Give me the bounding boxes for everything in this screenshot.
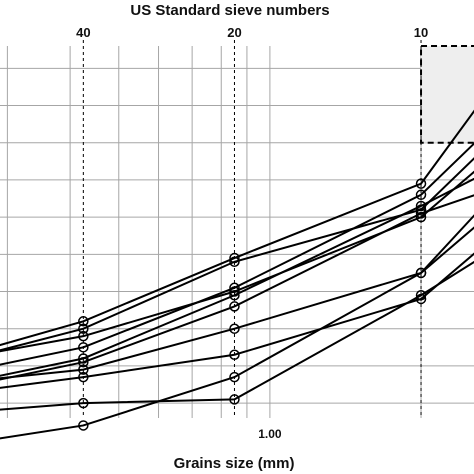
series-line bbox=[0, 157, 474, 352]
data-series bbox=[0, 142, 474, 366]
data-point bbox=[415, 267, 427, 279]
data-point bbox=[415, 200, 427, 212]
x-axis-title: Grains size (mm) bbox=[174, 455, 295, 472]
series-line bbox=[0, 260, 474, 411]
series-line bbox=[0, 226, 474, 380]
data-point bbox=[415, 189, 427, 201]
grid-lines bbox=[0, 46, 474, 418]
series-line bbox=[0, 252, 474, 389]
data-point bbox=[415, 178, 427, 189]
data-point bbox=[78, 316, 89, 327]
data-point bbox=[229, 323, 240, 334]
data-series bbox=[0, 109, 474, 347]
series-line bbox=[0, 177, 474, 377]
data-series bbox=[0, 226, 474, 380]
x-tick-labels: 1.00 bbox=[258, 427, 282, 441]
sieve-number-label: 20 bbox=[227, 25, 241, 40]
series-line bbox=[0, 109, 474, 347]
data-series bbox=[0, 194, 474, 381]
data-point bbox=[229, 289, 240, 301]
data-point bbox=[229, 394, 240, 405]
top-axis-title: US Standard sieve numbers bbox=[130, 2, 329, 19]
data-point bbox=[415, 208, 427, 219]
sieve-number-label: 10 bbox=[414, 25, 428, 40]
data-point bbox=[78, 420, 89, 431]
data-point bbox=[78, 323, 89, 334]
sieve-number-label: 40 bbox=[76, 25, 90, 40]
data-series bbox=[0, 260, 474, 411]
data-point bbox=[78, 342, 89, 353]
x-tick-label: 1.00 bbox=[258, 427, 282, 441]
highlight-region bbox=[420, 45, 474, 144]
data-series bbox=[0, 177, 474, 377]
highlight-region-box bbox=[420, 45, 474, 144]
data-point bbox=[78, 364, 89, 375]
data-series bbox=[0, 252, 474, 389]
data-point bbox=[78, 397, 89, 409]
data-point bbox=[78, 371, 89, 383]
data-point bbox=[229, 301, 240, 312]
data-series bbox=[0, 214, 474, 440]
data-point bbox=[415, 289, 427, 301]
series-group bbox=[0, 109, 474, 440]
data-point bbox=[229, 349, 240, 361]
series-line bbox=[0, 170, 474, 353]
data-point bbox=[229, 282, 240, 294]
data-point bbox=[229, 256, 240, 268]
data-point bbox=[229, 371, 240, 383]
series-line bbox=[0, 194, 474, 381]
data-point bbox=[78, 330, 89, 342]
series-line bbox=[0, 214, 474, 440]
sieve-markers: 40 20 10 bbox=[76, 25, 428, 418]
series-line bbox=[0, 142, 474, 366]
data-point bbox=[78, 356, 89, 368]
